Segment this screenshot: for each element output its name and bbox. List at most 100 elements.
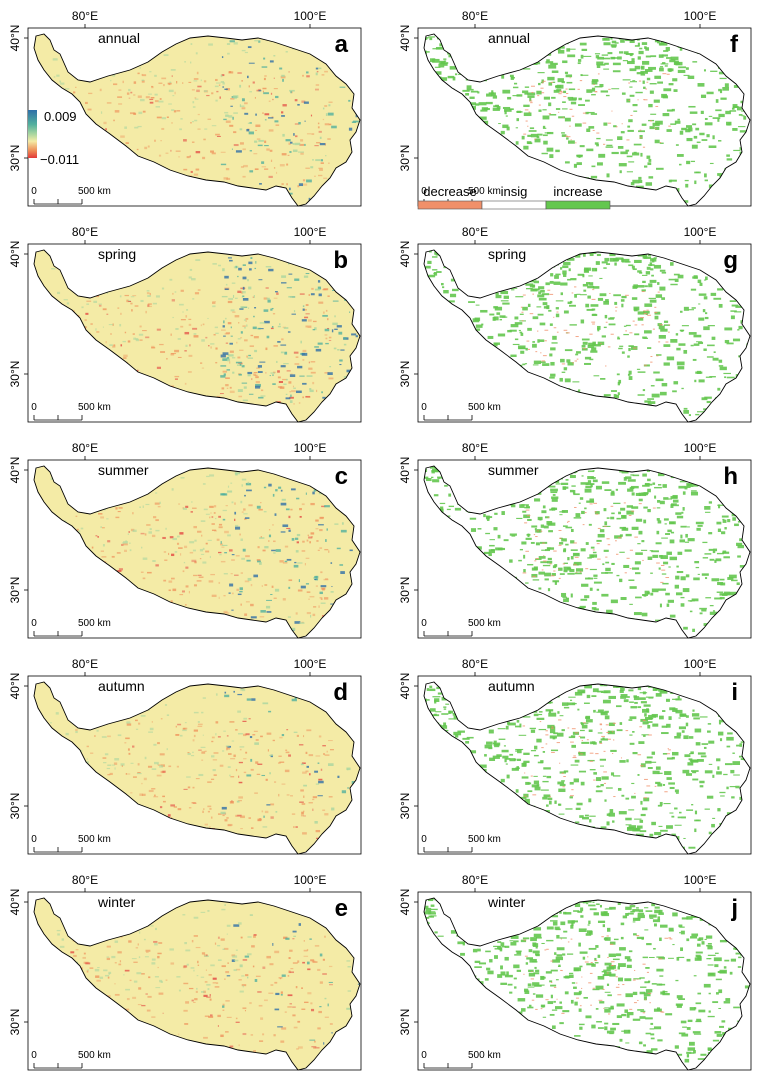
lon-label: 80°E bbox=[462, 441, 488, 455]
plateau-outline bbox=[33, 33, 361, 207]
scale-bar: 0 500 km bbox=[421, 834, 501, 853]
lat-label: 40°N bbox=[8, 673, 22, 700]
lon-label: 80°E bbox=[462, 225, 488, 239]
legend-significance: decrease insig increase bbox=[417, 184, 611, 210]
svg-text:0: 0 bbox=[31, 1050, 37, 1061]
svg-text:500 km: 500 km bbox=[468, 186, 501, 197]
lon-label: 80°E bbox=[72, 873, 98, 887]
lon-label: 100°E bbox=[294, 873, 327, 887]
svg-text:0: 0 bbox=[31, 186, 37, 197]
season-label: winter bbox=[487, 894, 526, 910]
season-label: annual bbox=[98, 30, 140, 46]
season-label: summer bbox=[98, 462, 149, 478]
plateau-outline bbox=[423, 897, 751, 1071]
plateau-outline bbox=[423, 249, 751, 423]
svg-text:0: 0 bbox=[421, 186, 427, 197]
lat-label: 30°N bbox=[398, 361, 412, 388]
panel-letter: f bbox=[730, 31, 739, 58]
lat-label: 30°N bbox=[8, 577, 22, 604]
lon-label: 80°E bbox=[72, 657, 98, 671]
scale-bar: 0 500 km bbox=[31, 186, 111, 205]
lon-label: 100°E bbox=[684, 441, 717, 455]
season-label: annual bbox=[488, 30, 530, 46]
plateau-outline bbox=[33, 897, 361, 1071]
lon-label: 80°E bbox=[72, 9, 98, 23]
lat-label: 30°N bbox=[398, 793, 412, 820]
panel-letter: i bbox=[731, 679, 738, 706]
panel-letter: a bbox=[335, 31, 349, 58]
scale-bar: 0 500 km bbox=[31, 618, 111, 637]
lon-label: 80°E bbox=[462, 9, 488, 23]
lon-label: 80°E bbox=[72, 441, 98, 455]
scale-bar: 0 500 km bbox=[421, 402, 501, 421]
scale-bar: 0 500 km bbox=[31, 834, 111, 853]
season-label: spring bbox=[98, 246, 136, 262]
lat-label: 30°N bbox=[8, 793, 22, 820]
scale-bar: 0 500 km bbox=[31, 1050, 111, 1069]
lon-label: 100°E bbox=[294, 9, 327, 23]
lon-label: 100°E bbox=[294, 441, 327, 455]
season-label: spring bbox=[488, 246, 526, 262]
lat-label: 30°N bbox=[398, 1009, 412, 1036]
lon-label: 100°E bbox=[294, 225, 327, 239]
lon-label: 100°E bbox=[684, 9, 717, 23]
lat-label: 40°N bbox=[8, 889, 22, 916]
map-panel-j: 80°E 100°E 40°N 30°N winter j 0 500 km bbox=[398, 873, 752, 1071]
lat-label: 30°N bbox=[8, 145, 22, 172]
plateau-outline bbox=[423, 465, 751, 639]
lon-label: 100°E bbox=[684, 657, 717, 671]
map-panel-g: 80°E 100°E 40°N 30°N spring g 0 500 km bbox=[398, 225, 752, 423]
map-panel-e: 80°E 100°E 40°N 30°N winter e 0 500 km bbox=[8, 873, 362, 1071]
svg-text:500 km: 500 km bbox=[78, 186, 111, 197]
lat-label: 40°N bbox=[398, 457, 412, 484]
panel-letter: e bbox=[335, 895, 348, 922]
lon-label: 100°E bbox=[684, 873, 717, 887]
plateau-outline bbox=[33, 249, 361, 423]
season-label: winter bbox=[97, 894, 136, 910]
season-label: autumn bbox=[98, 678, 145, 694]
lat-label: 30°N bbox=[398, 145, 412, 172]
map-panel-h: 80°E 100°E 40°N 30°N summer h 0 500 km bbox=[398, 441, 752, 639]
lat-label: 40°N bbox=[398, 889, 412, 916]
panel-letter: c bbox=[335, 463, 348, 490]
panel-letter: j bbox=[730, 895, 738, 922]
svg-text:500 km: 500 km bbox=[78, 618, 111, 629]
panel-letter: h bbox=[723, 463, 738, 490]
svg-text:0: 0 bbox=[421, 402, 427, 413]
panel-letter: g bbox=[723, 247, 738, 274]
svg-text:0: 0 bbox=[31, 402, 37, 413]
panel-letter: d bbox=[333, 679, 348, 706]
lon-label: 100°E bbox=[294, 657, 327, 671]
svg-text:500 km: 500 km bbox=[78, 402, 111, 413]
panel-letter: b bbox=[333, 247, 348, 274]
map-panel-a: 80°E 100°E 40°N 30°N annual a 0 500 km bbox=[8, 9, 362, 207]
scale-bar: 0 500 km bbox=[421, 1050, 501, 1069]
svg-text:500 km: 500 km bbox=[468, 402, 501, 413]
map-panel-i: 80°E 100°E 40°N 30°N autumn i 0 500 km bbox=[398, 657, 752, 855]
lat-label: 40°N bbox=[398, 241, 412, 268]
map-panel-b: 80°E 100°E 40°N 30°N spring b 0 500 km bbox=[8, 225, 362, 423]
svg-text:500 km: 500 km bbox=[78, 834, 111, 845]
lon-label: 80°E bbox=[462, 657, 488, 671]
lat-label: 40°N bbox=[8, 241, 22, 268]
lat-label: 40°N bbox=[8, 25, 22, 52]
season-label: autumn bbox=[488, 678, 535, 694]
scale-bar: 0 500 km bbox=[421, 618, 501, 637]
lat-label: 40°N bbox=[398, 25, 412, 52]
legend-colorbar: 0.009−0.011 bbox=[28, 109, 79, 167]
lat-label: 40°N bbox=[398, 673, 412, 700]
svg-text:0: 0 bbox=[31, 834, 37, 845]
lat-label: 40°N bbox=[8, 457, 22, 484]
plateau-outline bbox=[423, 33, 751, 207]
lat-label: 30°N bbox=[8, 361, 22, 388]
lon-label: 100°E bbox=[684, 225, 717, 239]
season-label: summer bbox=[488, 462, 539, 478]
lat-label: 30°N bbox=[398, 577, 412, 604]
plateau-outline bbox=[33, 465, 361, 639]
map-panel-d: 80°E 100°E 40°N 30°N autumn d 0 500 km bbox=[8, 657, 362, 855]
scale-bar: 0 500 km bbox=[31, 402, 111, 421]
lon-label: 80°E bbox=[72, 225, 98, 239]
svg-text:500 km: 500 km bbox=[78, 1050, 111, 1061]
plateau-outline bbox=[423, 681, 751, 855]
